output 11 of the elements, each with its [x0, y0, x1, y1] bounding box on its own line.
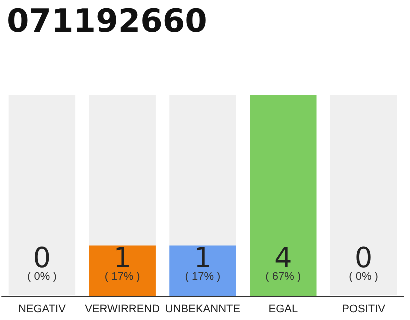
x-tick-label: VERWIRREND — [85, 304, 160, 316]
annotation: ( 0% ) — [349, 271, 378, 283]
annotation: ( 17% ) — [185, 271, 221, 283]
x-tick-label: UNBEKANNTE — [165, 304, 241, 316]
annotation: ( 67% ) — [266, 271, 302, 283]
x-tick-label: EGAL — [268, 304, 298, 316]
x-tick-label: NEGATIV — [18, 304, 67, 316]
x-tick-label: POSITIV — [342, 304, 386, 316]
chart-title: 071192660 — [7, 2, 208, 40]
annotation: ( 17% ) — [104, 271, 140, 283]
annotation: ( 0% ) — [28, 271, 57, 283]
